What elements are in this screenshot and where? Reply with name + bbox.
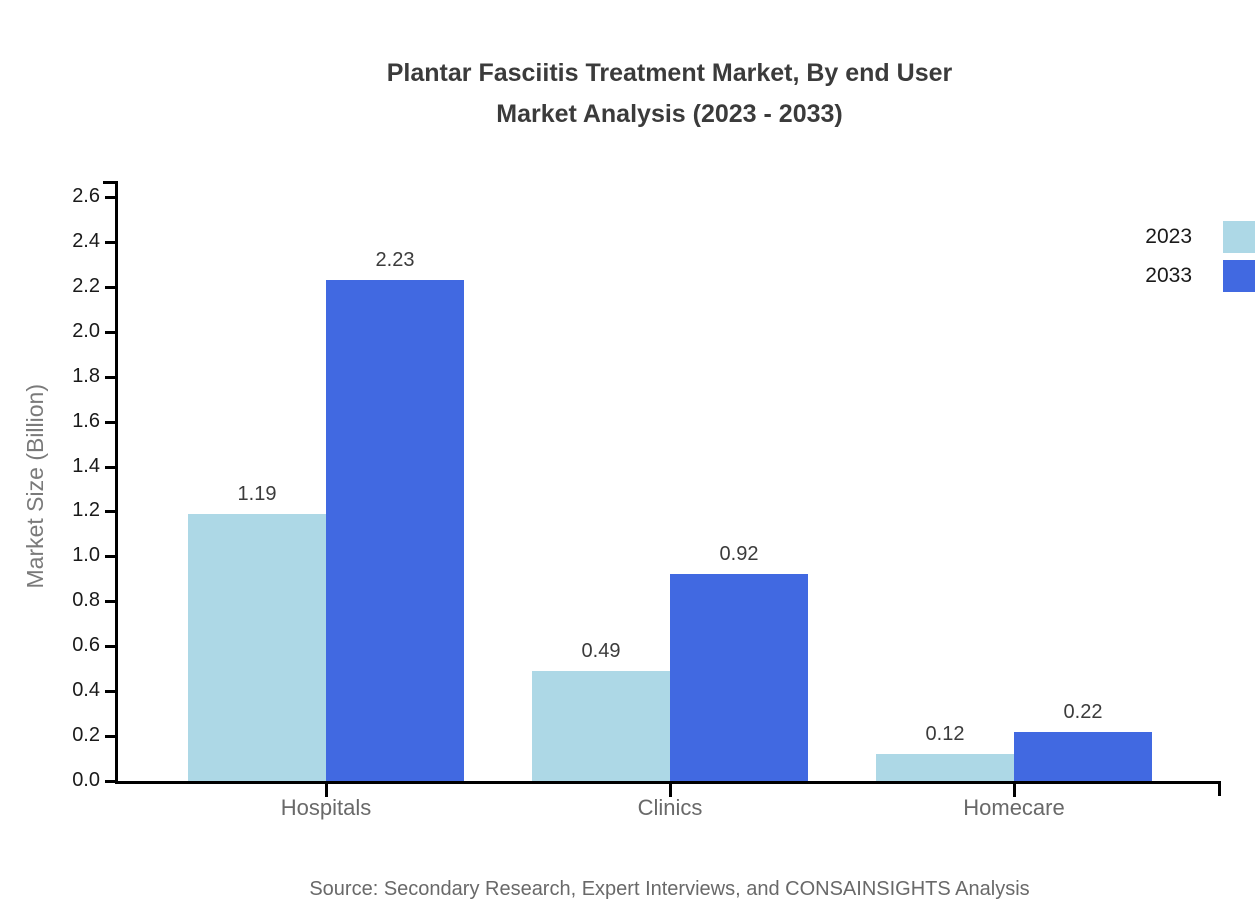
chart-title-line2: Market Analysis (2023 - 2033) bbox=[496, 100, 843, 128]
y-tick-label: 0.4 bbox=[72, 679, 100, 702]
y-tick bbox=[105, 240, 116, 244]
value-label-2033-hospitals: 2.23 bbox=[375, 249, 415, 272]
y-tick-label: 1.8 bbox=[72, 364, 100, 387]
y-tick-label: 2.6 bbox=[72, 185, 100, 207]
bar-2033-hospitals bbox=[326, 280, 464, 781]
y-tick bbox=[105, 600, 116, 604]
y-tick bbox=[105, 285, 116, 289]
y-tick bbox=[105, 735, 116, 739]
y-tick-label: 0.2 bbox=[72, 724, 100, 747]
y-tick bbox=[105, 645, 116, 649]
y-tick-label: 0.6 bbox=[72, 634, 100, 657]
x-tick bbox=[669, 784, 672, 797]
x-tick bbox=[1013, 784, 1016, 797]
value-label-2033-clinics: 0.92 bbox=[719, 543, 759, 566]
bar-2033-homecare bbox=[1014, 731, 1152, 781]
y-tick bbox=[105, 690, 116, 694]
y-tick bbox=[105, 510, 116, 514]
legend-swatch-2033 bbox=[1223, 260, 1255, 292]
y-tick-label: 1.2 bbox=[72, 499, 100, 522]
y-tick bbox=[105, 465, 116, 469]
x-category-label-homecare: Homecare bbox=[963, 795, 1065, 820]
x-axis-right-cap bbox=[1218, 784, 1221, 796]
chart-title: Plantar Fasciitis Treatment Market, By e… bbox=[118, 53, 1221, 135]
bar-2033-clinics bbox=[670, 574, 808, 781]
x-category-label-clinics: Clinics bbox=[637, 795, 703, 820]
value-label-2023-clinics: 0.49 bbox=[581, 639, 621, 662]
legend-swatch-2023 bbox=[1223, 221, 1255, 253]
bar-2023-clinics bbox=[532, 670, 670, 781]
value-label-2023-homecare: 0.12 bbox=[925, 723, 965, 746]
source-attribution: Source: Secondary Research, Expert Inter… bbox=[309, 878, 1030, 900]
chart-title-line1: Plantar Fasciitis Treatment Market, By e… bbox=[386, 59, 953, 87]
x-tick bbox=[325, 784, 328, 797]
bar-2023-hospitals bbox=[188, 513, 326, 781]
legend-label-2023: 2023 bbox=[1145, 225, 1192, 248]
y-tick bbox=[105, 420, 116, 424]
bar-2023-homecare bbox=[876, 754, 1014, 781]
legend-label-2033: 2033 bbox=[1145, 264, 1192, 287]
y-tick bbox=[105, 780, 116, 783]
y-tick-label: 2.2 bbox=[72, 274, 100, 297]
value-label-2023-hospitals: 1.19 bbox=[237, 482, 277, 505]
y-tick bbox=[105, 375, 116, 379]
y-tick bbox=[105, 555, 116, 559]
y-tick bbox=[105, 330, 116, 334]
value-label-2033-homecare: 0.22 bbox=[1063, 700, 1103, 723]
y-tick bbox=[105, 196, 116, 199]
x-axis-spine bbox=[115, 781, 1221, 784]
y-tick-label: 0.0 bbox=[72, 769, 100, 791]
y-tick-label: 2.0 bbox=[72, 319, 100, 342]
x-category-label-hospitals: Hospitals bbox=[280, 795, 372, 820]
y-tick-label: 1.4 bbox=[72, 454, 100, 477]
y-axis-spine bbox=[115, 181, 118, 784]
y-axis-top-cap bbox=[103, 181, 115, 184]
y-tick-label: 1.6 bbox=[72, 409, 100, 432]
y-tick-label: 0.8 bbox=[72, 589, 100, 612]
y-tick-label: 1.0 bbox=[72, 544, 100, 567]
y-tick-label: 2.4 bbox=[72, 229, 100, 252]
